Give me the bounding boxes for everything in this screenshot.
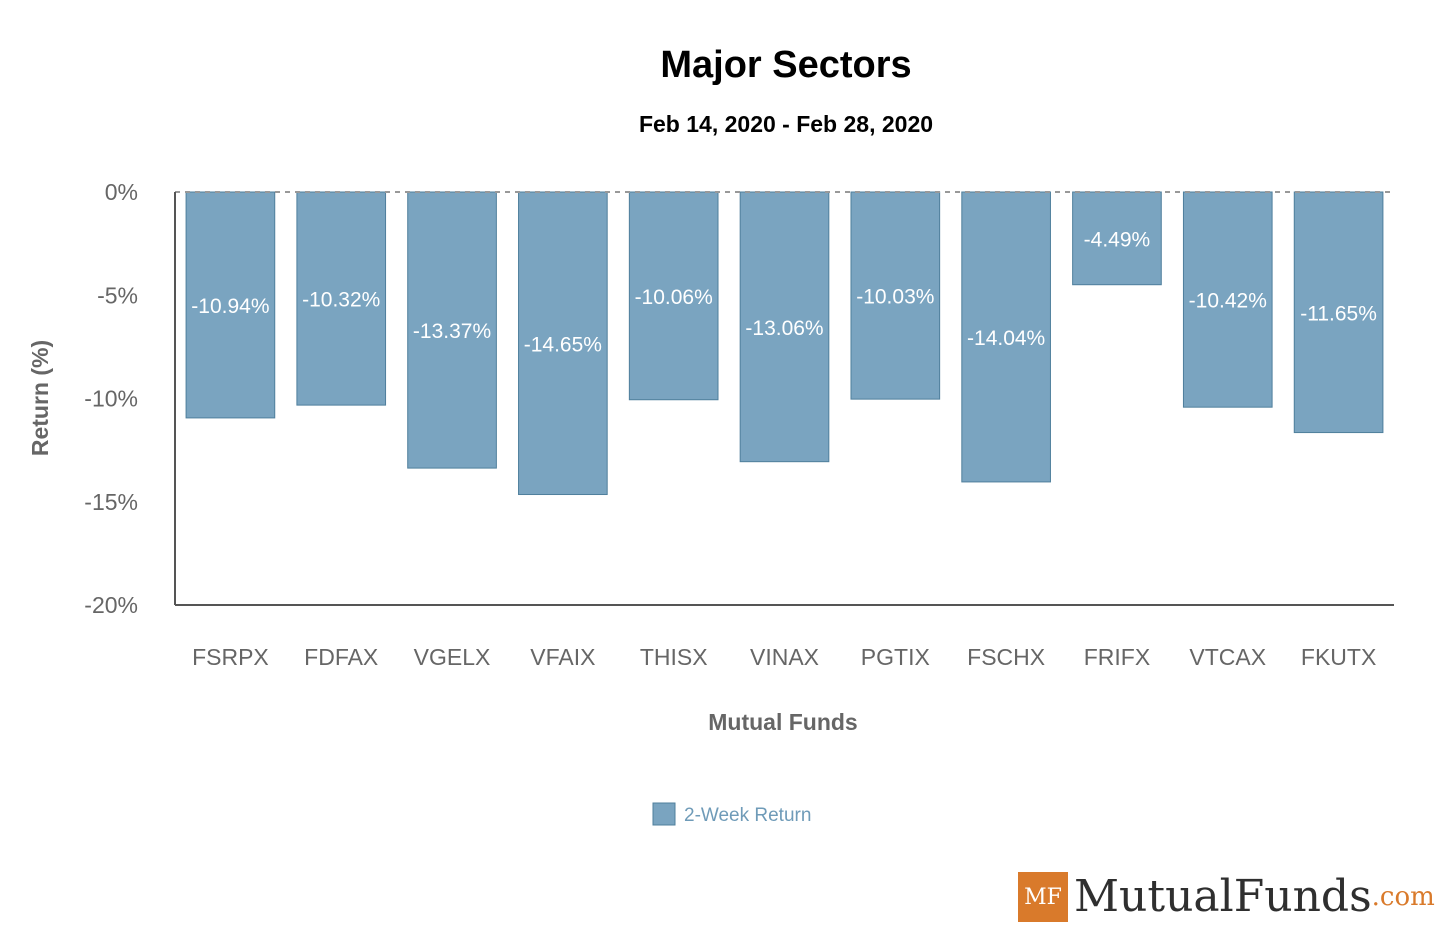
x-tick-label: PGTIX [861, 644, 930, 670]
bar-value-label: -10.03% [856, 286, 934, 309]
bar-fdfax [296, 191, 387, 406]
y-tick-label: 0% [105, 179, 138, 205]
logo-name: MutualFunds [1074, 871, 1372, 922]
logo-mark: MF [1018, 872, 1068, 922]
x-tick-label: FDFAX [304, 644, 378, 670]
bar-chart: Major Sectors Feb 14, 2020 - Feb 28, 202… [27, 44, 1394, 826]
bar-frifx [1072, 191, 1162, 286]
x-tick-label: VTCAX [1189, 644, 1266, 670]
legend: 2-Week Return [652, 802, 811, 826]
bar-fschx [961, 191, 1051, 483]
bar-vtcax [1182, 191, 1273, 408]
x-tick-label: VGELX [414, 644, 491, 670]
x-tick-label: FSRPX [192, 644, 269, 670]
bar-fsrpx [185, 191, 276, 419]
bar-thisx [628, 191, 719, 401]
bar-pgtix [850, 191, 941, 400]
bar-value-label: -10.42% [1189, 290, 1267, 313]
y-tick-label: -20% [84, 592, 138, 618]
chart-title: Major Sectors [660, 44, 911, 86]
bar-value-label: -4.49% [1084, 228, 1151, 251]
y-axis-label: Return (%) [27, 340, 53, 456]
bar-value-label: -14.65% [524, 333, 602, 356]
bar-value-label: -10.32% [302, 289, 380, 312]
y-tick-label: -5% [97, 282, 138, 308]
mutualfunds-logo: MF MutualFunds .com [1018, 872, 1435, 922]
x-tick-label: FKUTX [1301, 644, 1376, 670]
logo-tld: .com [1371, 882, 1435, 912]
y-tick-label: -10% [84, 386, 138, 412]
y-tick-label: -15% [84, 489, 138, 515]
bar-value-label: -10.06% [635, 286, 713, 309]
legend-swatch [652, 802, 676, 826]
bar-vgelx [407, 191, 497, 469]
x-tick-label: FSCHX [967, 644, 1045, 670]
bar-value-label: -11.65% [1300, 302, 1377, 325]
x-tick-label: THISX [640, 644, 708, 670]
x-tick-label: VFAIX [530, 644, 595, 670]
legend-label: 2-Week Return [684, 805, 811, 826]
bar-value-label: -14.04% [967, 327, 1045, 350]
bar-fkutx [1293, 191, 1384, 434]
bar-value-label: -13.37% [413, 320, 491, 343]
x-tick-label: VINAX [750, 644, 819, 670]
bar-value-label: -13.06% [745, 317, 823, 340]
x-axis-label: Mutual Funds [708, 709, 857, 735]
chart-subtitle: Feb 14, 2020 - Feb 28, 2020 [639, 111, 933, 137]
x-tick-label: FRIFX [1084, 644, 1150, 670]
bar-value-label: -10.94% [191, 295, 269, 318]
bar-vfaix [518, 191, 608, 496]
bar-vinax [739, 191, 830, 463]
